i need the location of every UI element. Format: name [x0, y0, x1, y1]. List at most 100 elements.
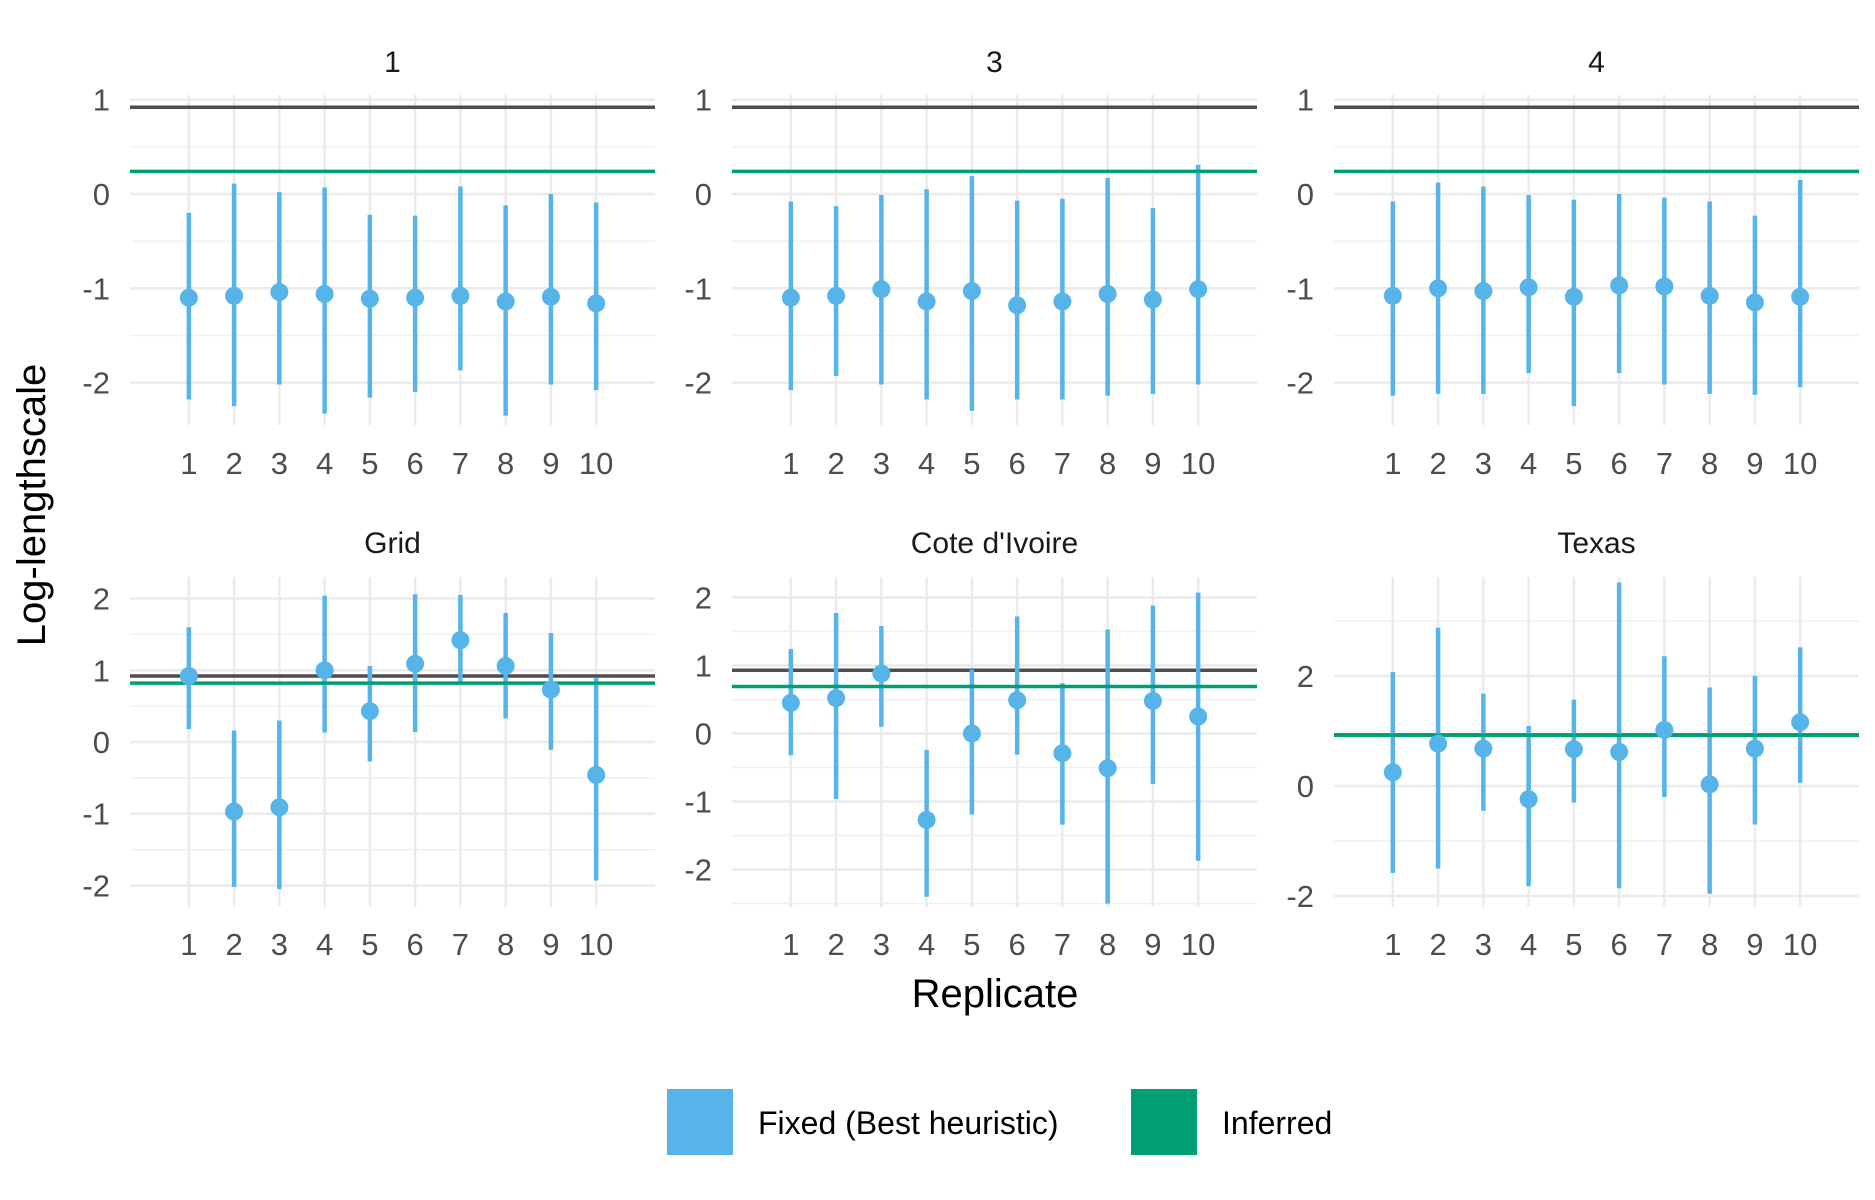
x-tick-label: 8 — [1701, 446, 1718, 481]
data-point — [781, 693, 800, 712]
x-tick-label: 7 — [1054, 927, 1071, 962]
y-tick-label: -2 — [82, 868, 110, 903]
data-point — [1564, 740, 1583, 759]
data-point — [451, 286, 470, 305]
legend-swatch-inferred — [1131, 1089, 1197, 1155]
x-tick-label: 9 — [542, 446, 559, 481]
data-point — [1189, 707, 1208, 726]
data-point — [1610, 742, 1629, 761]
x-tick-label: 2 — [225, 446, 242, 481]
y-tick-label: -2 — [82, 366, 110, 401]
y-tick-label: -2 — [684, 853, 712, 888]
panel-title: Grid — [364, 527, 421, 560]
data-point — [1745, 739, 1764, 758]
data-point — [1098, 759, 1117, 778]
data-point — [315, 284, 334, 303]
data-point — [1700, 775, 1719, 794]
x-tick-label: 1 — [180, 446, 197, 481]
x-tick-label: 5 — [963, 927, 980, 962]
x-tick-label: 3 — [271, 927, 288, 962]
x-tick-label: 9 — [1746, 446, 1763, 481]
data-point — [1791, 713, 1810, 732]
panel-title: 4 — [1588, 46, 1605, 79]
data-point — [225, 802, 244, 821]
data-point — [827, 689, 846, 708]
y-tick-label: 1 — [93, 83, 110, 118]
data-point — [827, 286, 846, 305]
data-point — [1098, 284, 1117, 303]
y-tick-label: 1 — [93, 653, 110, 688]
data-point — [1189, 280, 1208, 299]
y-tick-label: 2 — [93, 582, 110, 617]
data-point — [1143, 691, 1162, 710]
data-point — [1564, 287, 1583, 306]
y-tick-label: -1 — [684, 785, 712, 820]
x-tick-label: 7 — [1054, 446, 1071, 481]
x-tick-label: 6 — [1611, 446, 1628, 481]
legend-swatch-fixed — [667, 1089, 733, 1155]
y-tick-label: -1 — [82, 797, 110, 832]
data-point — [962, 724, 981, 743]
data-point — [1474, 282, 1493, 301]
x-tick-label: 5 — [1565, 927, 1582, 962]
y-tick-label: 2 — [1297, 659, 1314, 694]
data-point — [1429, 279, 1448, 298]
y-tick-label: 0 — [93, 177, 110, 212]
data-point — [872, 280, 891, 299]
data-point — [1383, 286, 1402, 305]
x-tick-label: 10 — [1783, 446, 1817, 481]
data-point — [496, 292, 515, 311]
x-tick-label: 3 — [873, 927, 890, 962]
y-tick-label: -2 — [684, 366, 712, 401]
x-tick-label: 3 — [873, 446, 890, 481]
panel-title: Cote d'Ivoire — [911, 527, 1078, 560]
x-tick-label: 2 — [827, 446, 844, 481]
y-tick-label: 0 — [695, 177, 712, 212]
x-tick-label: 8 — [497, 927, 514, 962]
x-tick-label: 6 — [407, 927, 424, 962]
data-point — [360, 702, 379, 721]
x-tick-label: 7 — [1656, 927, 1673, 962]
data-point — [406, 288, 425, 307]
data-point — [1519, 278, 1538, 297]
x-tick-label: 6 — [1009, 927, 1026, 962]
data-point — [1610, 276, 1629, 295]
x-tick-label: 2 — [1429, 446, 1446, 481]
data-point — [781, 288, 800, 307]
legend-label-fixed: Fixed (Best heuristic) — [758, 1105, 1059, 1141]
y-tick-label: -1 — [82, 271, 110, 306]
y-tick-label: -2 — [1286, 366, 1314, 401]
legend-label-inferred: Inferred — [1222, 1105, 1332, 1141]
x-tick-label: 10 — [579, 927, 613, 962]
x-tick-label: 10 — [1181, 446, 1215, 481]
panel-title: 1 — [384, 46, 401, 79]
x-tick-label: 5 — [361, 446, 378, 481]
x-tick-label: 3 — [271, 446, 288, 481]
x-tick-label: 4 — [316, 927, 333, 962]
data-point — [496, 656, 515, 675]
y-tick-label: 0 — [93, 725, 110, 760]
x-tick-label: 4 — [1520, 927, 1537, 962]
data-point — [587, 766, 606, 784]
data-point — [360, 289, 379, 308]
x-tick-label: 1 — [1384, 446, 1401, 481]
x-tick-label: 4 — [316, 446, 333, 481]
x-tick-label: 8 — [1099, 446, 1116, 481]
data-point — [179, 288, 198, 307]
data-point — [917, 810, 936, 829]
y-tick-label: 1 — [695, 648, 712, 683]
data-point — [270, 798, 289, 817]
data-point — [451, 631, 470, 650]
x-tick-label: 5 — [361, 927, 378, 962]
data-point — [225, 286, 244, 305]
x-tick-label: 3 — [1475, 446, 1492, 481]
data-point — [1053, 292, 1072, 311]
x-tick-label: 1 — [782, 927, 799, 962]
